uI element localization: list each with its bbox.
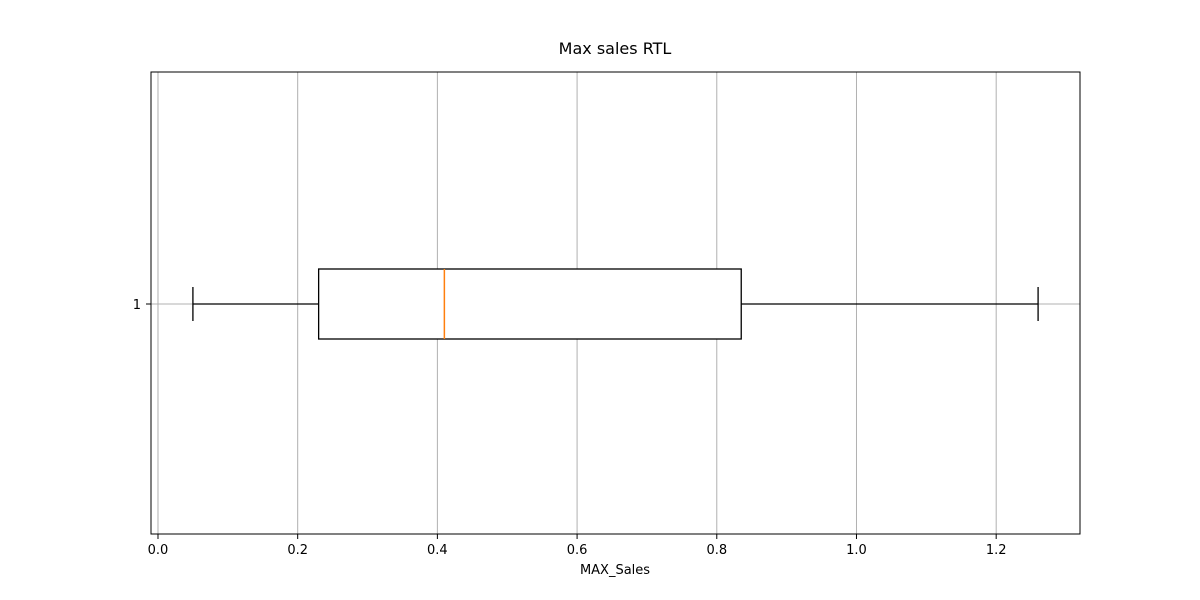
x-tick-label: 1.0 [846,543,867,558]
x-tick-label: 1.2 [986,543,1007,558]
x-tick-label: 0.4 [427,543,448,558]
plot-frame [150,71,1081,535]
x-tick-label: 0.8 [706,543,727,558]
x-tick-label: 0.0 [148,543,169,558]
interquartile-box [317,268,742,340]
y-tick-label: 1 [133,298,141,313]
x-tick-label: 0.2 [287,543,308,558]
x-axis-label: MAX_Sales [580,563,650,578]
x-axis-ticks: 0.0 0.2 0.4 0.6 0.8 1.0 1.2 [148,534,1007,558]
chart-title: Max sales RTL [559,39,672,58]
y-axis-ticks: 1 [133,298,151,313]
box-layer [192,268,1039,340]
x-tick-label: 0.6 [567,543,588,558]
